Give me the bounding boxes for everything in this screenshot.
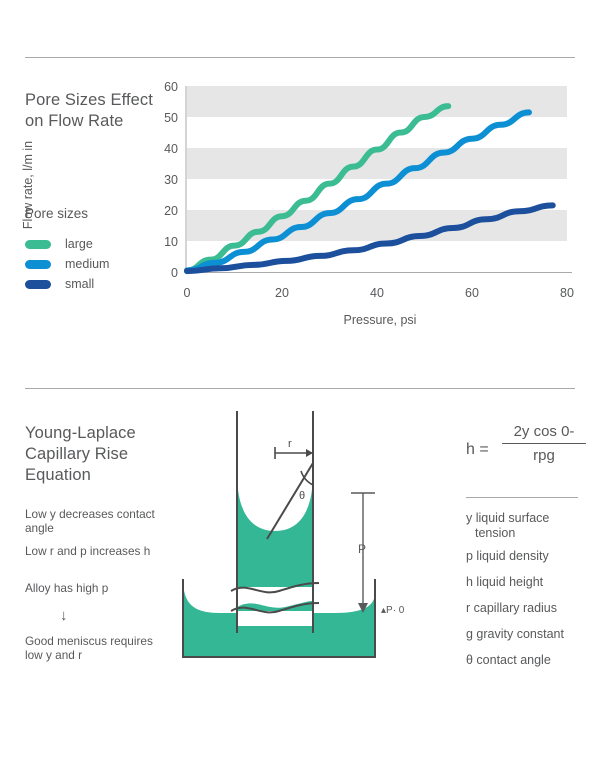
section-title: Young-Laplace Capillary Rise Equation — [25, 423, 136, 484]
variable-p: p liquid density — [466, 549, 549, 563]
basin-liquid — [183, 579, 375, 656]
radius-label: r — [288, 438, 292, 450]
variable-theta: θ contact angle — [466, 653, 551, 667]
x-axis-title: Pressure, psi — [343, 313, 417, 327]
series-line-medium — [184, 109, 532, 274]
capillary-rise-diagram: θ r P ▴P· 0 — [182, 411, 405, 658]
delta-p-label: ▴P· 0 — [381, 605, 405, 616]
series-line-small — [184, 202, 556, 275]
break-line-upper — [230, 582, 320, 594]
tube-liquid — [237, 473, 313, 587]
break-line-lower — [230, 602, 320, 614]
tube-liquid-lower — [237, 601, 313, 611]
variable-r: r capillary radius — [466, 601, 558, 615]
note-1: Low y decreases contact angle — [25, 507, 155, 535]
variable-y-text: y liquid surface — [466, 511, 550, 525]
note-2: Low r and p increases h — [25, 544, 151, 558]
legend-label-small: small — [65, 277, 95, 291]
variable-y: y liquid surface tension — [466, 511, 586, 540]
down-arrow-icon: ↓ — [60, 607, 68, 624]
variable-y-cont: tension — [475, 525, 516, 540]
divider-middle — [25, 388, 575, 389]
legend-swatch-medium — [25, 259, 51, 269]
legend-label-medium: medium — [65, 257, 110, 271]
pressure-label: P — [358, 542, 366, 556]
x-tick-20: 20 — [275, 286, 289, 300]
equation-fraction-bar — [502, 443, 586, 444]
note-3: Alloy has high p — [25, 581, 109, 595]
x-tick-80: 80 — [560, 286, 574, 300]
page-title: Pore Sizes Effect on Flow Rate — [25, 90, 153, 130]
line-chart-svg — [184, 86, 572, 275]
chart-bands — [187, 86, 567, 241]
series-line-large — [184, 103, 452, 274]
x-tick-60: 60 — [465, 286, 479, 300]
theta-label: θ — [299, 490, 305, 502]
y-tick-50: 50 — [164, 111, 178, 125]
legend-swatch-large — [25, 239, 51, 249]
y-tick-40: 40 — [164, 142, 178, 156]
y-tick-60: 60 — [164, 80, 178, 94]
variable-g: g gravity constant — [466, 627, 564, 641]
chart-series-layer — [184, 103, 556, 275]
radius-arrow-head — [306, 449, 313, 457]
legend-item-large[interactable]: large — [25, 238, 93, 250]
legend-item-medium[interactable]: medium — [25, 258, 109, 270]
y-tick-0: 0 — [171, 266, 178, 280]
y-tick-20: 20 — [164, 204, 178, 218]
legend-title: Pore sizes — [25, 206, 89, 221]
pressure-arrow-head — [358, 603, 368, 613]
equation-denominator: rpg — [533, 447, 555, 464]
pore-size-chart-panel: Pore Sizes Effect on Flow Rate Pore size… — [0, 58, 600, 358]
plot-area: Flow rate, l/m in 60 50 40 30 20 10 0 0 … — [0, 58, 600, 358]
equation-numerator: 2y cos 0- — [513, 423, 575, 440]
equation-underline — [466, 497, 578, 498]
variable-h: h liquid height — [466, 575, 544, 589]
tangent-line — [266, 462, 314, 540]
x-tick-0: 0 — [183, 286, 191, 300]
y-tick-30: 30 — [164, 173, 178, 187]
legend-label-large: large — [65, 237, 93, 251]
contact-angle-arc — [300, 470, 314, 486]
legend-swatch-small — [25, 279, 51, 289]
basin-outline — [182, 579, 376, 658]
y-tick-10: 10 — [164, 235, 178, 249]
conclusion-note: Good meniscus requires low y and r — [25, 634, 153, 662]
legend-item-small[interactable]: small — [25, 278, 94, 290]
x-tick-40: 40 — [370, 286, 384, 300]
equation-fraction: 2y cos 0- rpg — [502, 423, 586, 464]
young-laplace-panel: Young-Laplace Capillary Rise Equation Lo… — [0, 389, 600, 719]
equation-lhs: h = — [466, 441, 489, 458]
divider-top — [25, 57, 575, 58]
